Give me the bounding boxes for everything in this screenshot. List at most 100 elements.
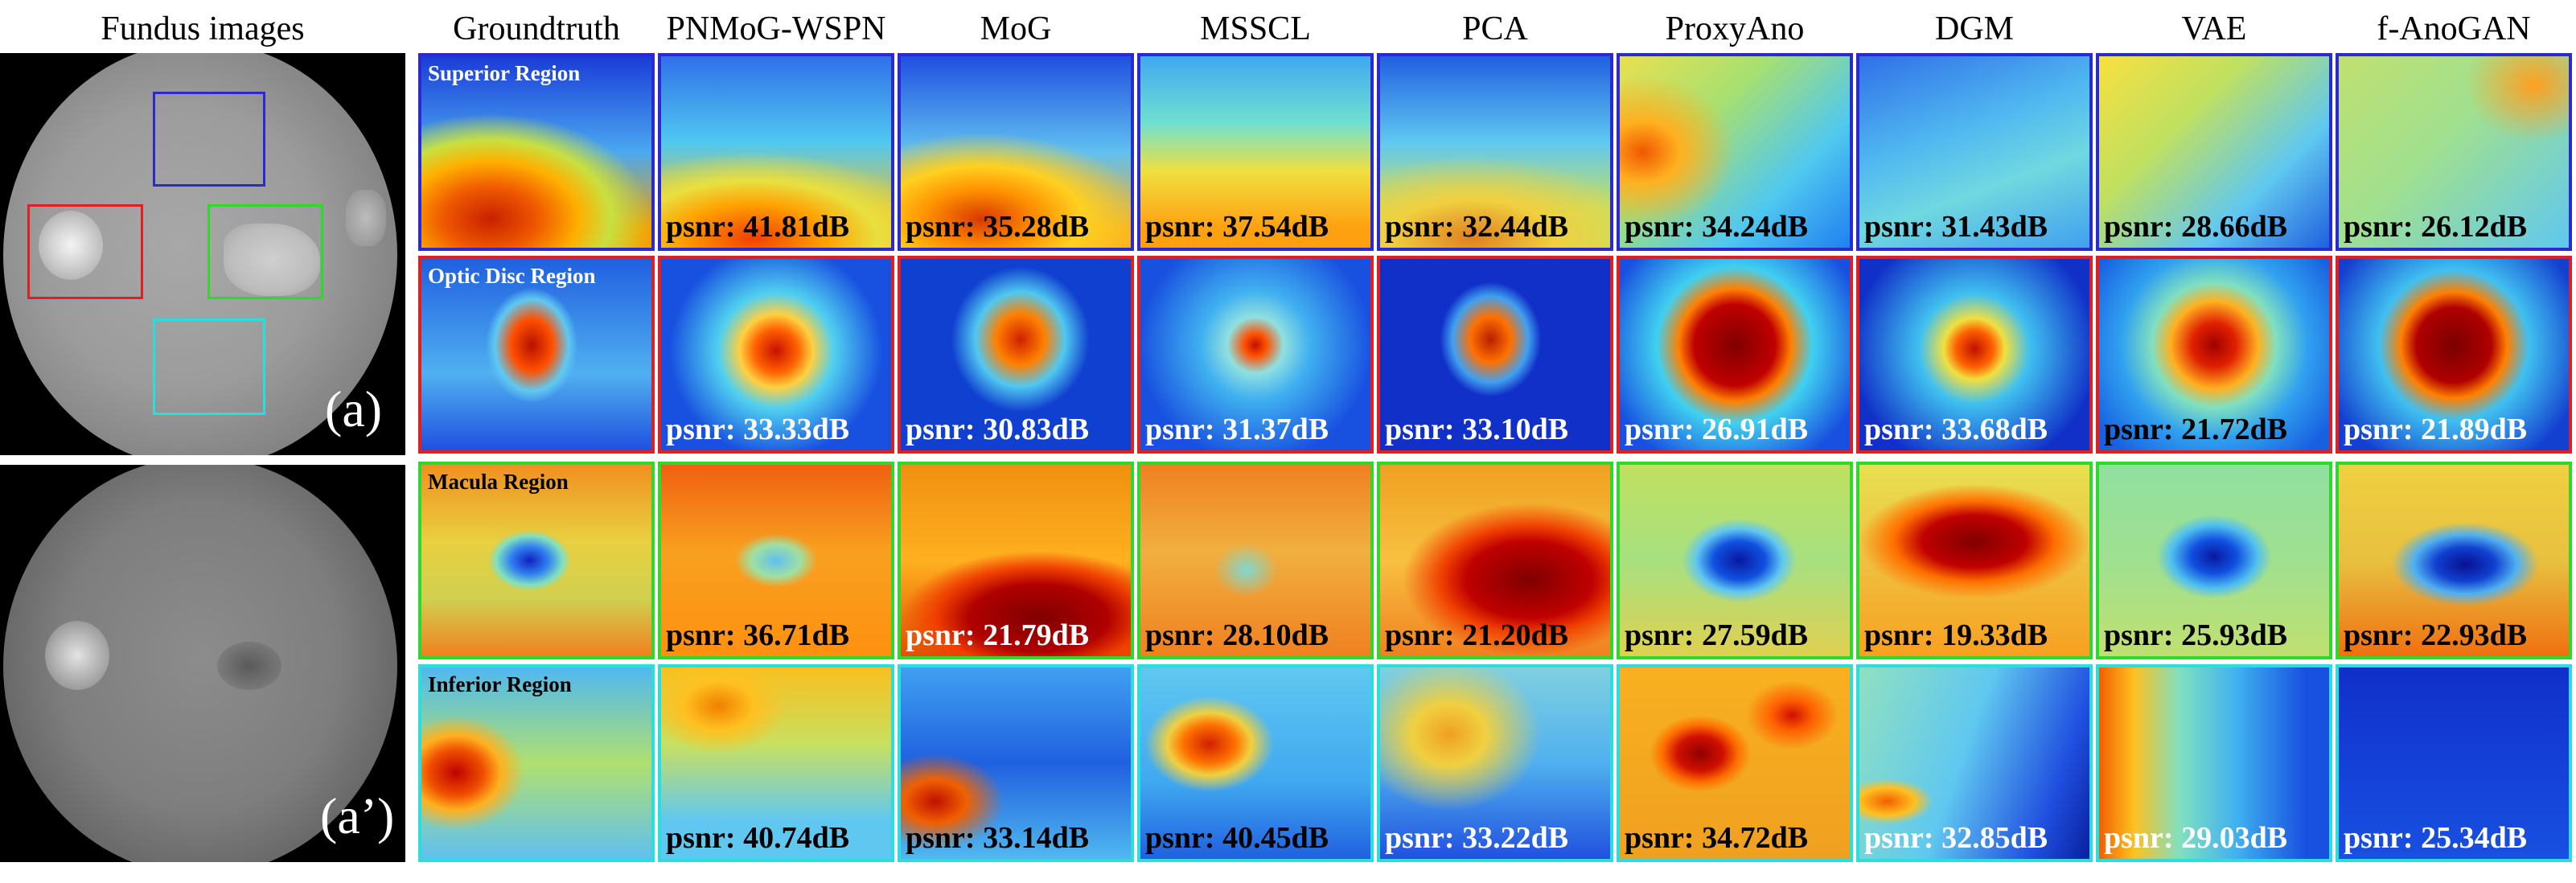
psnr-label: psnr: 33.68dB [1864,413,2048,446]
tile-r0-c7: psnr: 28.66dB [2096,53,2332,251]
psnr-label: psnr: 40.45dB [1145,821,1329,855]
psnr-label: psnr: 25.93dB [2104,618,2288,652]
tile-r3-c2: psnr: 33.14dB [898,664,1134,862]
psnr-label: psnr: 31.43dB [1864,210,2048,244]
header-col-5: ProxyAno [1665,10,1805,47]
tile-r1-c6: psnr: 33.68dB [1856,256,2093,454]
heatmap [1620,259,1850,450]
optic-disc [45,621,109,690]
tile-r3-c7: psnr: 29.03dB [2096,664,2332,862]
heatmap [661,465,891,656]
heatmap [1859,667,2089,859]
tile-r2-c7: psnr: 25.93dB [2096,462,2332,659]
tile-r0-c2: psnr: 35.28dB [898,53,1134,251]
heatmap [1859,56,2089,248]
fundus-image-a-prime: (a’) [0,465,405,862]
tile-r0-c8: psnr: 26.12dB [2336,53,2572,251]
heatmap [661,56,891,248]
heatmap [1859,465,2089,656]
optic-disc [39,211,103,280]
tile-r2-c0: Macula Region [418,462,655,659]
header-col-4: PCA [1462,10,1528,47]
heatmap [1380,667,1610,859]
psnr-label: psnr: 21.79dB [906,618,1090,652]
psnr-label: psnr: 41.81dB [666,210,850,244]
tile-r1-c0: Optic Disc Region [418,256,655,454]
heatmap [421,56,651,248]
heatmap [2099,667,2329,859]
header-col-3: MSSCL [1200,10,1311,47]
tile-r2-c8: psnr: 22.93dB [2336,462,2572,659]
macula-spot [217,642,281,690]
roi-optic [27,204,143,299]
heatmap [901,56,1131,248]
heatmap [1620,56,1850,248]
header-col-8: f-AnoGAN [2377,10,2531,47]
roi-macula [207,204,323,299]
heatmap [1140,56,1370,248]
psnr-label: psnr: 36.71dB [666,618,850,652]
heatmap [1140,465,1370,656]
tile-r1-c8: psnr: 21.89dB [2336,256,2572,454]
tile-r3-c5: psnr: 34.72dB [1617,664,1853,862]
heatmap [1859,259,2089,450]
lesion-patch-2 [346,190,386,246]
psnr-label: psnr: 21.89dB [2344,413,2528,446]
heatmap [421,667,651,859]
tile-r2-c4: psnr: 21.20dB [1377,462,1613,659]
tile-r3-c3: psnr: 40.45dB [1137,664,1374,862]
region-label: Optic Disc Region [428,264,596,288]
psnr-label: psnr: 33.22dB [1385,821,1569,855]
tile-r3-c8: psnr: 25.34dB [2336,664,2572,862]
psnr-label: psnr: 29.03dB [2104,821,2288,855]
tile-r2-c6: psnr: 19.33dB [1856,462,2093,659]
heatmap [2099,259,2329,450]
psnr-label: psnr: 26.12dB [2344,210,2528,244]
psnr-label: psnr: 33.10dB [1385,413,1569,446]
heatmap [1620,465,1850,656]
region-label: Superior Region [428,61,581,85]
heatmap [901,259,1131,450]
fundus-label-a-prime: (a’) [320,787,395,844]
tile-r2-c5: psnr: 27.59dB [1617,462,1853,659]
header-col-0: Groundtruth [453,10,620,47]
psnr-label: psnr: 27.59dB [1625,618,1809,652]
tile-r3-c0: Inferior Region [418,664,655,862]
roi-superior [153,92,265,187]
heatmap [421,259,651,450]
tile-r0-c6: psnr: 31.43dB [1856,53,2093,251]
roi-inferior [153,318,265,415]
tile-r1-c1: psnr: 33.33dB [658,256,894,454]
tile-r0-c5: psnr: 34.24dB [1617,53,1853,251]
tile-r3-c1: psnr: 40.74dB [658,664,894,862]
heatmap [1620,667,1850,859]
psnr-label: psnr: 32.85dB [1864,821,2048,855]
fundus-image-a: (a) [0,53,405,455]
psnr-label: psnr: 19.33dB [1864,618,2048,652]
header-col-2: MoG [980,10,1052,47]
heatmap [1140,667,1370,859]
tile-r3-c6: psnr: 32.85dB [1856,664,2093,862]
psnr-label: psnr: 35.28dB [906,210,1090,244]
psnr-label: psnr: 32.44dB [1385,210,1569,244]
psnr-label: psnr: 21.20dB [1385,618,1569,652]
heatmap [2339,259,2569,450]
tile-r0-c3: psnr: 37.54dB [1137,53,1374,251]
header-col-1: PNMoG-WSPN [666,10,886,47]
heatmap [661,667,891,859]
heatmap [1140,259,1370,450]
heatmap [901,465,1131,656]
psnr-label: psnr: 25.34dB [2344,821,2528,855]
psnr-label: psnr: 40.74dB [666,821,850,855]
tile-r1-c2: psnr: 30.83dB [898,256,1134,454]
heatmap [421,465,651,656]
psnr-label: psnr: 37.54dB [1145,210,1329,244]
tile-r3-c4: psnr: 33.22dB [1377,664,1613,862]
heatmap [2339,667,2569,859]
tile-r2-c3: psnr: 28.10dB [1137,462,1374,659]
heatmap [2339,465,2569,656]
psnr-label: psnr: 30.83dB [906,413,1090,446]
tile-r1-c4: psnr: 33.10dB [1377,256,1613,454]
tile-r0-c4: psnr: 32.44dB [1377,53,1613,251]
psnr-label: psnr: 34.24dB [1625,210,1809,244]
